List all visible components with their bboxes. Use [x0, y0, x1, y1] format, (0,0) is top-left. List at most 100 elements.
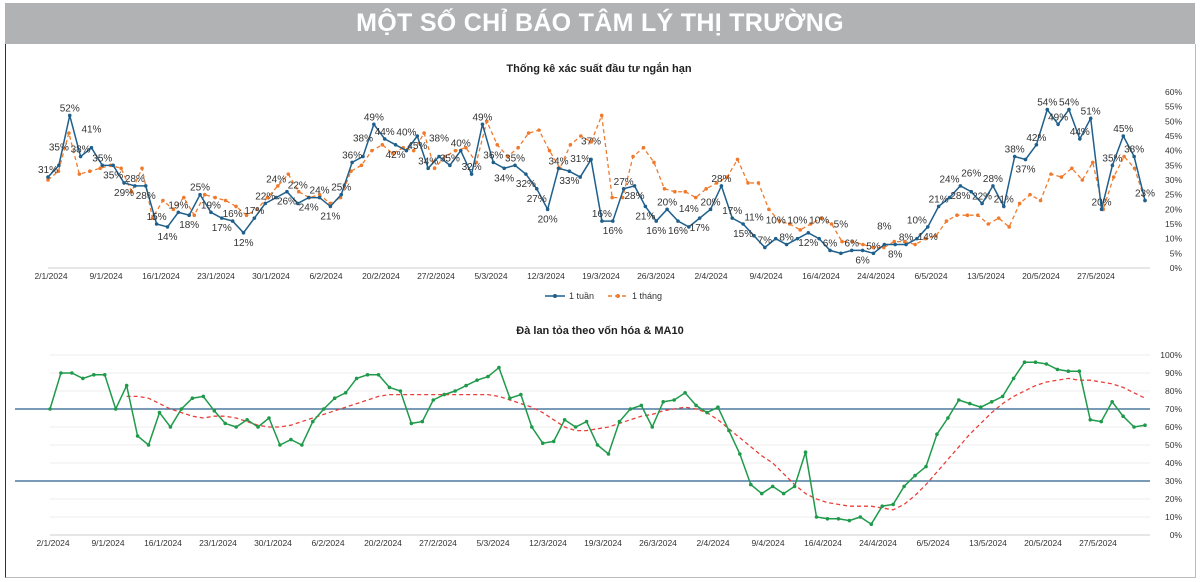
x-tick-label: 9/1/2024	[89, 271, 122, 281]
y-tick-label: 40%	[1165, 146, 1182, 156]
x-tick-label: 13/5/2024	[969, 538, 1007, 548]
series-breadth-point	[727, 428, 731, 433]
series-1-thang-point	[328, 201, 332, 206]
series-1-thang-point	[850, 239, 855, 244]
series-1-tuan-data-label: 38%	[1124, 145, 1144, 156]
series-1-tuan-point	[860, 248, 865, 253]
series-1-tuan-data-label: 25%	[190, 183, 210, 194]
series-breadth-point	[825, 517, 830, 521]
series-1-thang-point	[87, 169, 92, 173]
series-1-tuan-point	[252, 216, 257, 220]
series-1-thang-point	[965, 213, 970, 217]
y-tick-label: 45%	[1165, 131, 1182, 141]
series-1-tuan-data-label: 32%	[516, 179, 536, 190]
series-1-tuan-data-label: 28%	[625, 191, 645, 202]
series-breadth-point	[584, 419, 589, 424]
series-1-tuan-point	[382, 137, 387, 141]
series-breadth-point	[924, 464, 928, 469]
series-1-tuan-point	[621, 187, 626, 191]
series-1-thang-point	[1028, 192, 1032, 197]
series-1-tuan-data-label: 27%	[614, 177, 634, 188]
series-1-tuan-point	[893, 242, 897, 247]
y-tick-label: 60%	[1165, 422, 1182, 432]
y-tick-label: 30%	[1165, 476, 1182, 486]
series-1-tuan-point	[502, 166, 506, 171]
series-1-tuan-line	[47, 107, 1146, 255]
series-breadth-point	[431, 398, 436, 402]
series-1-tuan-data-label: 6%	[855, 255, 870, 266]
series-1-tuan-point	[687, 225, 691, 229]
series-1-tuan-data-label: 24%	[310, 186, 330, 197]
x-tick-label: 6/5/2024	[914, 271, 947, 281]
series-1-thang-point	[1059, 175, 1064, 179]
series-1-tuan-data-label: 10%	[809, 216, 829, 227]
series-1-thang-point	[443, 154, 447, 159]
x-tick-label: 27/2/2024	[417, 271, 455, 281]
series-1-tuan-point	[187, 213, 191, 217]
series-1-thang-point	[579, 134, 583, 138]
series-1-tuan-point	[1078, 137, 1082, 141]
y-tick-label: 10%	[1165, 512, 1182, 522]
series-1-thang-point	[746, 181, 750, 185]
series-1-tuan-data-label: 21%	[994, 194, 1014, 205]
x-tick-label: 2/1/2024	[34, 271, 67, 281]
series-1-tuan-point	[469, 172, 474, 176]
series-1-tuan-point	[491, 160, 496, 165]
series-1-tuan-data-label: 28%	[136, 191, 156, 202]
series-breadth-point	[1044, 362, 1049, 366]
series-breadth-point	[573, 425, 578, 429]
series-1-thang-point	[516, 145, 520, 150]
series-breadth-point	[705, 410, 709, 415]
series-1-tuan-data-label: 8%	[877, 222, 892, 233]
y-tick-label: 10%	[1165, 234, 1182, 244]
series-1-tuan-point	[285, 189, 289, 194]
series-breadth-point	[92, 373, 96, 377]
series-breadth-point	[442, 392, 447, 397]
series-breadth-point	[1132, 425, 1136, 429]
series-1-tuan-data-label: 23%	[1135, 189, 1155, 200]
series-1-tuan-data-label: 34%	[494, 173, 514, 184]
series-1-tuan-point	[719, 184, 724, 188]
series-1-tuan-point	[339, 192, 344, 197]
series-1-tuan-data-label: 16%	[592, 209, 612, 220]
series-1-tuan-data-label: 12%	[233, 238, 253, 249]
series-1-tuan-point	[89, 145, 94, 150]
series-1-thang-point	[411, 148, 416, 153]
page-header: MỘT SỐ CHỈ BÁO TÂM LÝ THỊ TRƯỜNG	[5, 3, 1195, 44]
series-breadth-point	[617, 419, 622, 424]
series-1-tuan-point	[849, 248, 854, 253]
y-tick-label: 100%	[1160, 350, 1182, 360]
series-1-tuan-point	[947, 195, 952, 200]
series-breadth-point	[968, 401, 972, 406]
series-1-tuan-point	[1099, 207, 1104, 212]
series-breadth-point	[716, 405, 720, 410]
x-tick-label: 5/3/2024	[476, 538, 509, 548]
series-1-tuan-data-label: 18%	[179, 220, 199, 231]
series-1-thang-point	[1038, 198, 1043, 203]
legend-marker-1-thang	[616, 294, 620, 298]
series-1-tuan-data-label: 33%	[559, 176, 579, 187]
x-tick-label: 30/1/2024	[254, 538, 292, 548]
x-tick-label: 26/3/2024	[637, 271, 675, 281]
series-1-tuan-point	[263, 201, 268, 206]
series-1-tuan-point	[904, 242, 908, 247]
x-tick-label: 5/3/2024	[474, 271, 507, 281]
series-1-tuan-data-label: 20%	[701, 197, 721, 208]
series-breadth-point	[1099, 419, 1103, 424]
series-1-thang-point	[202, 192, 207, 197]
series-1-thang-point	[380, 143, 385, 147]
series-1-tuan-data-label: 41%	[81, 125, 101, 136]
series-breadth-point	[289, 437, 293, 442]
series-1-tuan-point	[567, 169, 572, 173]
series-1-thang-point	[976, 213, 980, 217]
series-1-thang-point	[673, 189, 677, 194]
series-breadth-point	[223, 421, 227, 426]
series-1-tuan-point	[480, 122, 485, 127]
series-1-tuan-point	[817, 236, 821, 241]
series-1-thang-point	[819, 216, 823, 220]
series-1-thang-point	[547, 148, 552, 153]
page-title: MỘT SỐ CHỈ BÁO TÂM LÝ THỊ TRƯỜNG	[356, 9, 844, 37]
series-1-tuan-point	[600, 219, 604, 223]
series-1-tuan-point	[78, 154, 83, 159]
x-tick-label: 20/5/2024	[1022, 271, 1060, 281]
